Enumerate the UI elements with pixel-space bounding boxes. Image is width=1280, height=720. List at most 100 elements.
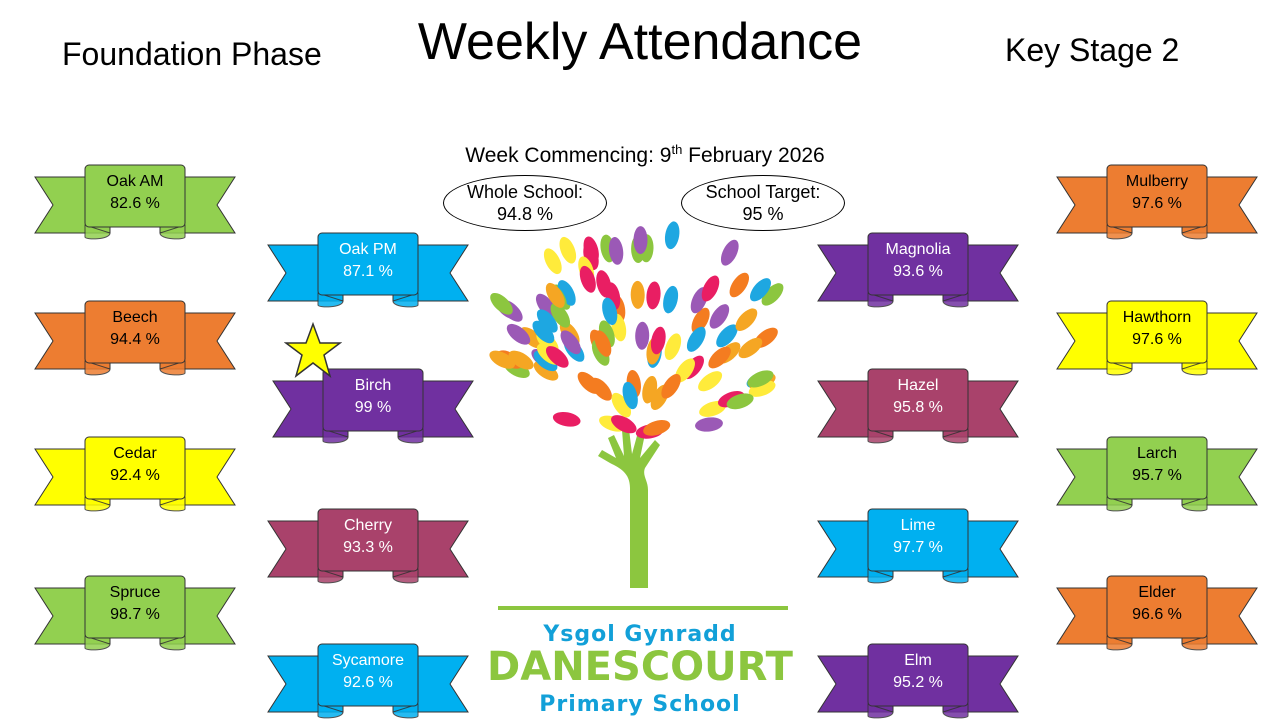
- leaf-icon: [635, 321, 650, 350]
- ribbon-banner-icon: [34, 575, 236, 651]
- leaf-icon: [602, 297, 618, 325]
- leaf-icon: [622, 381, 638, 410]
- ribbon-cedar: Cedar 92.4 %: [34, 436, 236, 512]
- class-name: Lime: [900, 517, 936, 534]
- class-value: 95.2 %: [893, 674, 943, 691]
- leaf-icon: [729, 272, 750, 298]
- leaf-icon: [716, 324, 738, 348]
- class-name: Hawthorn: [1122, 309, 1192, 326]
- leaf-icon: [691, 307, 710, 334]
- leaf-icon: [532, 320, 555, 344]
- leaf-icon: [750, 278, 771, 302]
- leaf-icon: [550, 303, 571, 328]
- foundation-phase-heading: Foundation Phase: [62, 36, 322, 72]
- leaf-icon: [709, 304, 730, 329]
- ribbon-banner-icon: [817, 368, 1019, 444]
- leaf-icon: [590, 377, 612, 401]
- leaf-icon: [543, 248, 562, 275]
- whole-school-label: Whole School:: [466, 182, 584, 202]
- class-value: 97.6 %: [1132, 331, 1182, 348]
- ribbon-banner-icon: [34, 164, 236, 240]
- ribbon-elder: Elder 96.6 %: [1056, 575, 1258, 651]
- class-value: 95.8 %: [893, 399, 943, 416]
- ribbon-cherry: Cherry 93.3 %: [267, 508, 469, 584]
- ribbon-sycamore: Sycamore 92.6 %: [267, 643, 469, 719]
- leaf-icon: [726, 393, 754, 410]
- class-name: Birch: [354, 377, 392, 394]
- leaf-icon: [489, 350, 515, 369]
- ribbon-hawthorn: Hawthorn 97.6 %: [1056, 300, 1258, 376]
- ribbon-banner-icon: [817, 232, 1019, 308]
- class-name: Mulberry: [1125, 173, 1189, 190]
- class-name: Beech: [112, 309, 158, 326]
- leaf-icon: [663, 285, 679, 314]
- page-title: Weekly Attendance: [417, 13, 863, 71]
- ribbon-oak-pm: Oak PM 87.1 %: [267, 232, 469, 308]
- leaf-icon: [579, 265, 596, 293]
- ribbon-banner-icon: [817, 508, 1019, 584]
- logo-line-3: Primary School: [539, 692, 741, 717]
- tree-logo-icon: [489, 221, 788, 610]
- star-icon: [283, 321, 343, 380]
- leaf-icon: [533, 361, 559, 381]
- class-value: 98.7 %: [110, 606, 160, 623]
- ribbon-banner-icon: [34, 436, 236, 512]
- class-value: 82.6 %: [110, 195, 160, 212]
- leaf-icon: [611, 392, 632, 418]
- school-target-oval: School Target: 95 %: [681, 175, 845, 231]
- leaf-icon: [664, 221, 680, 250]
- leaf-icon: [646, 281, 661, 310]
- ribbon-banner-icon: [34, 300, 236, 376]
- ribbon-larch: Larch 95.7 %: [1056, 436, 1258, 512]
- class-value: 97.7 %: [893, 539, 943, 556]
- leaf-icon: [650, 326, 666, 355]
- ribbon-banner-icon: [267, 232, 469, 308]
- ribbon-beech: Beech 94.4 %: [34, 300, 236, 376]
- ribbon-banner-icon: [267, 643, 469, 719]
- school-logo: Ysgol Gynradd DANESCOURT Primary School: [480, 218, 800, 720]
- class-name: Spruce: [109, 584, 161, 601]
- leaf-icon: [596, 270, 612, 298]
- class-name: Sycamore: [331, 652, 405, 669]
- leaf-icon: [633, 226, 648, 255]
- leaf-icon: [643, 420, 671, 436]
- class-name: Larch: [1136, 445, 1178, 462]
- leaf-icon: [552, 411, 581, 427]
- leaf-icon: [735, 308, 758, 331]
- ribbon-banner-icon: [1056, 575, 1258, 651]
- leaf-icon: [630, 280, 645, 309]
- ribbon-banner-icon: [267, 508, 469, 584]
- class-value: 87.1 %: [343, 263, 393, 280]
- leaf-icon: [608, 236, 624, 265]
- class-value: 99 %: [354, 399, 392, 416]
- ribbon-magnolia: Magnolia 93.6 %: [817, 232, 1019, 308]
- leaf-icon: [557, 280, 576, 306]
- ribbon-elm: Elm 95.2 %: [817, 643, 1019, 719]
- ribbon-lime: Lime 97.7 %: [817, 508, 1019, 584]
- ribbon-banner-icon: [1056, 436, 1258, 512]
- ribbon-oak-am: Oak AM 82.6 %: [34, 164, 236, 240]
- leaf-icon: [686, 326, 706, 352]
- leaf-icon: [594, 330, 612, 357]
- leaf-icon: [559, 236, 577, 264]
- leaf-icon: [506, 323, 531, 345]
- logo-line-1: Ysgol Gynradd: [543, 622, 737, 647]
- leaf-icon: [611, 415, 637, 434]
- leaf-icon: [545, 282, 565, 308]
- leaf-icon: [642, 375, 658, 404]
- leaf-icon: [508, 350, 534, 370]
- school-target-label: School Target:: [705, 182, 821, 202]
- leaf-icon: [533, 350, 558, 372]
- week-commencing: Week Commencing: 9th February 2026: [465, 142, 825, 167]
- class-name: Hazel: [897, 377, 939, 394]
- class-name: Cedar: [113, 445, 157, 462]
- class-value: 92.4 %: [110, 467, 160, 484]
- class-value: 93.6 %: [893, 263, 943, 280]
- ribbon-mulberry: Mulberry 97.6 %: [1056, 164, 1258, 240]
- class-name: Elm: [904, 652, 932, 669]
- key-stage-2-heading: Key Stage 2: [1005, 32, 1180, 68]
- class-name: Oak PM: [339, 241, 397, 258]
- leaf-icon: [545, 346, 569, 368]
- leaf-icon: [490, 292, 513, 315]
- whole-school-oval: Whole School: 94.8 %: [443, 175, 607, 231]
